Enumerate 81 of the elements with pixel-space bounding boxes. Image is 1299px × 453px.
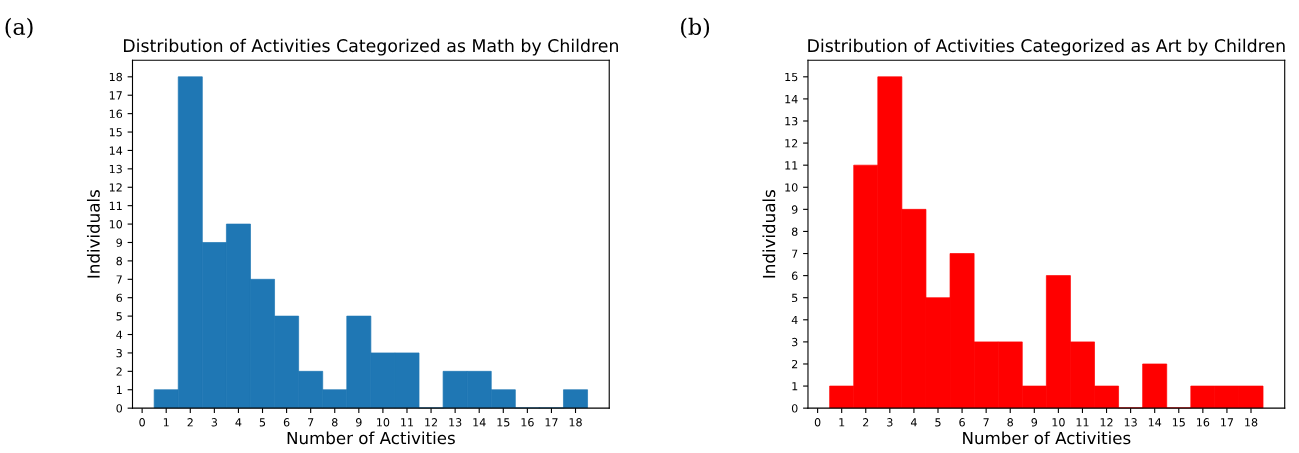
x-tick-label: 3	[211, 418, 218, 427]
y-tick-label: 0	[791, 404, 798, 413]
y-tick-label: 3	[116, 348, 122, 358]
y-tick-label: 9	[116, 238, 122, 247]
y-tick-label: 4	[116, 330, 123, 339]
y-tick-label: 7	[116, 275, 122, 284]
x-tick-label: 15	[497, 418, 510, 427]
x-tick-label: 12	[425, 418, 438, 427]
x-tick-label: 9	[1031, 418, 1038, 427]
x-tick-label: 14	[1148, 418, 1162, 427]
x-tick-label: 11	[1076, 418, 1089, 427]
x-tick-label: 7	[308, 418, 314, 427]
y-tick-label: 1	[116, 385, 122, 394]
x-tick-label: 4	[910, 418, 917, 427]
x-tick-label: 16	[1197, 418, 1210, 427]
x-axis-title: Number of Activities	[963, 431, 1131, 445]
y-tick-label: 12	[785, 139, 798, 148]
y-tick-label: 4	[791, 315, 798, 325]
y-tick-label: 2	[792, 359, 798, 369]
x-tick-label: 2	[863, 418, 869, 427]
x-tick-label: 13	[449, 418, 462, 427]
chart-title: Distribution of Activities Categorized as Math by Children	[124, 38, 618, 56]
y-tick-label: 14	[109, 146, 123, 155]
x-tick-label: 16	[521, 418, 534, 427]
y-tick-label: 8	[116, 256, 123, 266]
y-tick-label: 15	[109, 128, 122, 137]
y-tick-label: 6	[116, 293, 123, 303]
y-tick-label: 11	[785, 161, 798, 170]
y-tick-label: 3	[792, 337, 798, 347]
x-tick-label: 17	[545, 418, 558, 427]
y-tick-label: 5	[792, 293, 798, 303]
y-tick-label: 15	[785, 72, 798, 82]
y-axis-title: Individuals	[86, 190, 100, 278]
x-tick-label: 11	[401, 418, 414, 427]
y-tick-label: 14	[785, 95, 798, 104]
y-tick-label: 16	[109, 109, 123, 119]
x-tick-label: 0	[139, 418, 145, 427]
y-tick-label: 0	[116, 404, 123, 413]
x-tick-label: 2	[187, 418, 193, 427]
x-tick-label: 7	[983, 418, 989, 427]
x-tick-label: 1	[839, 418, 845, 427]
y-tick-label: 10	[109, 220, 123, 229]
x-tick-label: 10	[377, 418, 390, 427]
x-tick-label: 1	[163, 418, 169, 427]
x-tick-label: 18	[1245, 418, 1258, 427]
y-tick-label: 17	[109, 91, 122, 100]
y-tick-label: 1	[792, 382, 798, 391]
x-tick-label: 12	[1100, 418, 1113, 427]
x-tick-label: 5	[935, 418, 941, 427]
y-tick-label: 13	[785, 116, 798, 126]
x-tick-label: 6	[959, 418, 965, 427]
x-tick-label: 0	[814, 418, 821, 427]
x-tick-label: 8	[331, 418, 338, 427]
chart-title: Distribution of Activities Categorized as Art by Children	[808, 38, 1285, 56]
y-tick-label: 13	[109, 164, 122, 174]
x-tick-label: 3	[887, 418, 893, 427]
x-tick-label: 10	[1052, 418, 1065, 427]
x-tick-label: 14	[473, 418, 486, 427]
y-tick-label: 6	[791, 271, 798, 280]
x-tick-label: 15	[1172, 418, 1185, 427]
x-tick-label: 18	[569, 418, 582, 427]
y-tick-label: 7	[792, 249, 798, 258]
x-tick-label: 17	[1221, 418, 1234, 427]
y-tick-label: 11	[109, 201, 122, 210]
x-tick-label: 9	[355, 418, 362, 427]
y-tick-label: 18	[109, 72, 123, 82]
x-tick-label: 13	[1124, 418, 1137, 427]
y-tick-label: 12	[109, 183, 122, 192]
x-tick-label: 6	[283, 418, 290, 427]
y-tick-label: 5	[116, 312, 122, 321]
x-tick-label: 8	[1007, 418, 1013, 427]
y-tick-label: 9	[791, 205, 798, 214]
y-tick-label: 10	[785, 183, 798, 192]
y-tick-label: 8	[791, 227, 798, 236]
text: (a)	[5, 17, 33, 39]
y-axis-title: Individuals	[762, 190, 776, 278]
text: (b)	[681, 17, 710, 39]
y-tick-label: 2	[116, 367, 122, 376]
x-tick-label: 5	[259, 418, 266, 427]
x-axis-title: Number of Activities	[287, 431, 455, 445]
x-tick-label: 4	[235, 418, 242, 427]
